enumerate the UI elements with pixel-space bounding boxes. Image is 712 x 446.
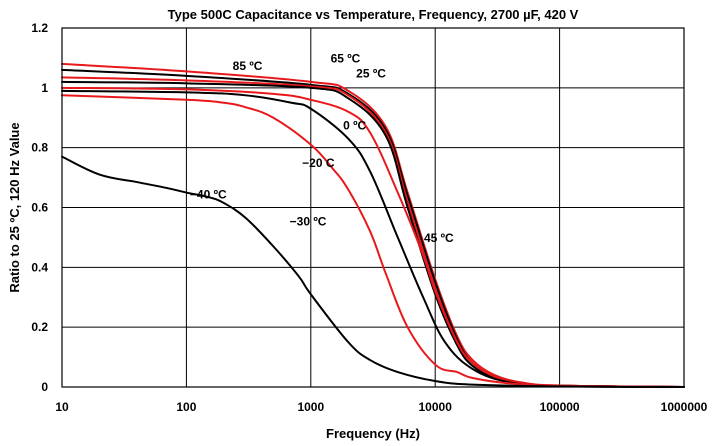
series-line-4 [61,86,685,388]
y-tick-label: 0.4 [31,260,48,274]
tick-labels: 10 100 1000 10000 100000 1000000 0 0.2 0.4 0.6 0.8… [31,21,707,414]
series-line-2 [61,76,685,388]
temperature-annotation: 65 ºC [331,51,361,65]
plot-frame [61,27,685,388]
y-tick-label: 0.2 [31,320,48,334]
x-tick-label: 1000000 [661,400,708,414]
y-tick-label: 0.8 [31,141,48,155]
temperature-annotation: 25 ºC [356,66,386,80]
x-tick-label: 10 [55,400,69,414]
series-line-7 [61,155,685,388]
x-tick-label: 100 [176,400,196,414]
x-tick-label: 1000 [297,400,324,414]
y-tick-label: 1 [41,81,48,95]
temperature-annotation: −30 ºC [290,214,327,228]
temperature-annotation: −40 ºC [190,188,227,202]
series-line-3 [61,80,685,388]
x-axis-title: Frequency (Hz) [326,426,420,441]
y-tick-label: 1.2 [31,21,48,35]
temperature-annotation: 45 ºC [424,231,454,245]
y-axis-title: Ratio to 25 ºC, 120 Hz Value [7,122,22,292]
series-line-6 [61,94,685,388]
y-tick-label: 0 [41,380,48,394]
chart-title: Type 500C Capacitance vs Temperature, Fr… [168,7,579,22]
temperature-annotation: −20 C [302,156,335,170]
series-layer [61,62,685,388]
temperature-annotation: 0 ºC [343,119,366,133]
temperature-annotation: 85 ºC [233,59,263,73]
x-tick-label: 100000 [540,400,580,414]
x-tick-label: 10000 [419,400,453,414]
y-tick-label: 0.6 [31,201,48,215]
